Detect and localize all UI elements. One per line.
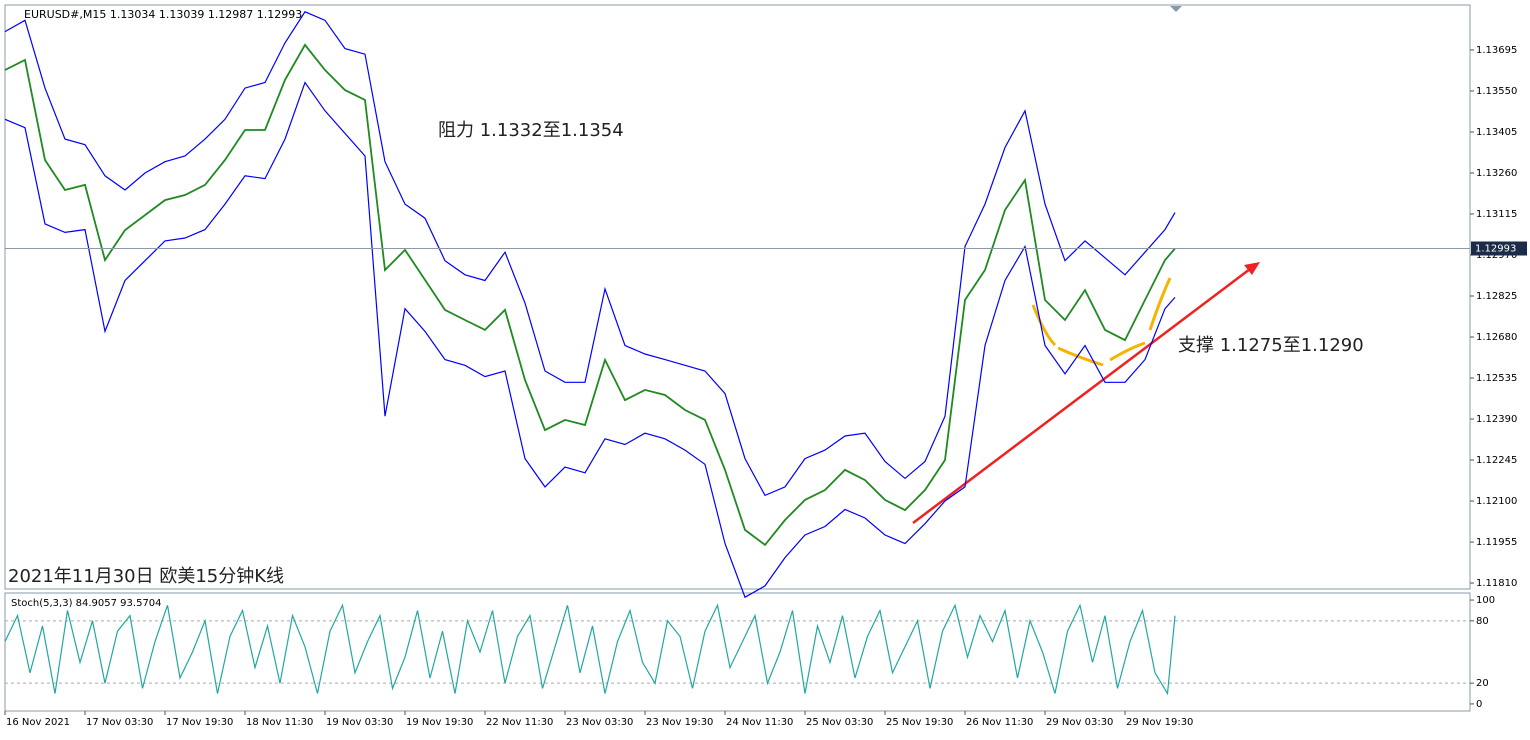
y-tick-label: 1.12680 xyxy=(1476,332,1517,343)
x-tick-label: 17 Nov 03:30 xyxy=(86,717,153,728)
stoch-title: Stoch(5,3,3) 84.9057 93.5704 xyxy=(11,598,162,609)
arrow-head xyxy=(1244,262,1260,275)
x-tick-label: 19 Nov 19:30 xyxy=(406,717,473,728)
x-tick-label: 19 Nov 03:30 xyxy=(326,717,393,728)
trend-line xyxy=(912,268,1251,524)
x-tick-label: 17 Nov 19:30 xyxy=(166,717,233,728)
x-tick-label: 25 Nov 03:30 xyxy=(806,717,873,728)
y-tick-label: 1.11810 xyxy=(1476,578,1517,589)
y-tick-label: 1.12825 xyxy=(1476,291,1517,302)
y-tick-label: 1.12100 xyxy=(1476,496,1517,507)
x-tick-label: 26 Nov 11:30 xyxy=(966,717,1033,728)
x-tick-label: 29 Nov 19:30 xyxy=(1126,717,1193,728)
series-line xyxy=(4,81,1176,599)
trend-arrows xyxy=(912,262,1260,524)
last-price-box xyxy=(1471,241,1527,256)
x-tick-label: 16 Nov 2021 xyxy=(6,717,70,728)
series-line xyxy=(4,43,1176,547)
y-tick-label: 1.13260 xyxy=(1476,168,1517,179)
y-tick-label: 0 xyxy=(1476,699,1482,710)
y-tick-label: 100 xyxy=(1476,595,1495,606)
main-frame xyxy=(4,4,1471,590)
yellow-arrow xyxy=(1057,346,1104,367)
yellow-arrow xyxy=(1031,304,1057,347)
y-tick-label: 1.12390 xyxy=(1476,414,1517,425)
shift-marker xyxy=(1170,6,1182,12)
x-tick-label: 22 Nov 11:30 xyxy=(486,717,553,728)
y-tick-label: 1.13550 xyxy=(1476,86,1517,97)
y-tick-label: 1.11955 xyxy=(1476,537,1517,548)
x-tick-label: 18 Nov 11:30 xyxy=(246,717,313,728)
x-tick-label: 29 Nov 03:30 xyxy=(1046,717,1113,728)
series-line xyxy=(4,603,1176,696)
y-tick-label: 1.13115 xyxy=(1476,209,1517,220)
y-tick-label: 1.12245 xyxy=(1476,455,1517,466)
x-tick-label: 23 Nov 19:30 xyxy=(646,717,713,728)
x-tick-label: 25 Nov 19:30 xyxy=(886,717,953,728)
resistance-note: 阻力 1.1332至1.1354 xyxy=(438,120,624,141)
y-tick-label: 1.12535 xyxy=(1476,373,1517,384)
symbol-header: EURUSD#,M15 1.13034 1.13039 1.12987 1.12… xyxy=(24,8,302,21)
y-tick-label: 20 xyxy=(1476,678,1489,689)
series-line xyxy=(4,11,1176,497)
date-note: 2021年11月30日 欧美15分钟K线 xyxy=(8,566,284,587)
y-tick-label: 1.13695 xyxy=(1476,45,1517,56)
last-price-label: 1.12993 xyxy=(1475,243,1516,254)
yellow-arrow xyxy=(1148,277,1172,331)
y-tick-label: 80 xyxy=(1476,616,1489,627)
support-note: 支撑 1.1275至1.1290 xyxy=(1178,335,1364,356)
y-tick-label: 1.12970 xyxy=(1476,250,1517,261)
y-tick-label: 1.13405 xyxy=(1476,127,1517,138)
yellow-arrow xyxy=(1109,341,1146,362)
x-tick-label: 24 Nov 11:30 xyxy=(726,717,793,728)
x-tick-label: 23 Nov 03:30 xyxy=(566,717,633,728)
